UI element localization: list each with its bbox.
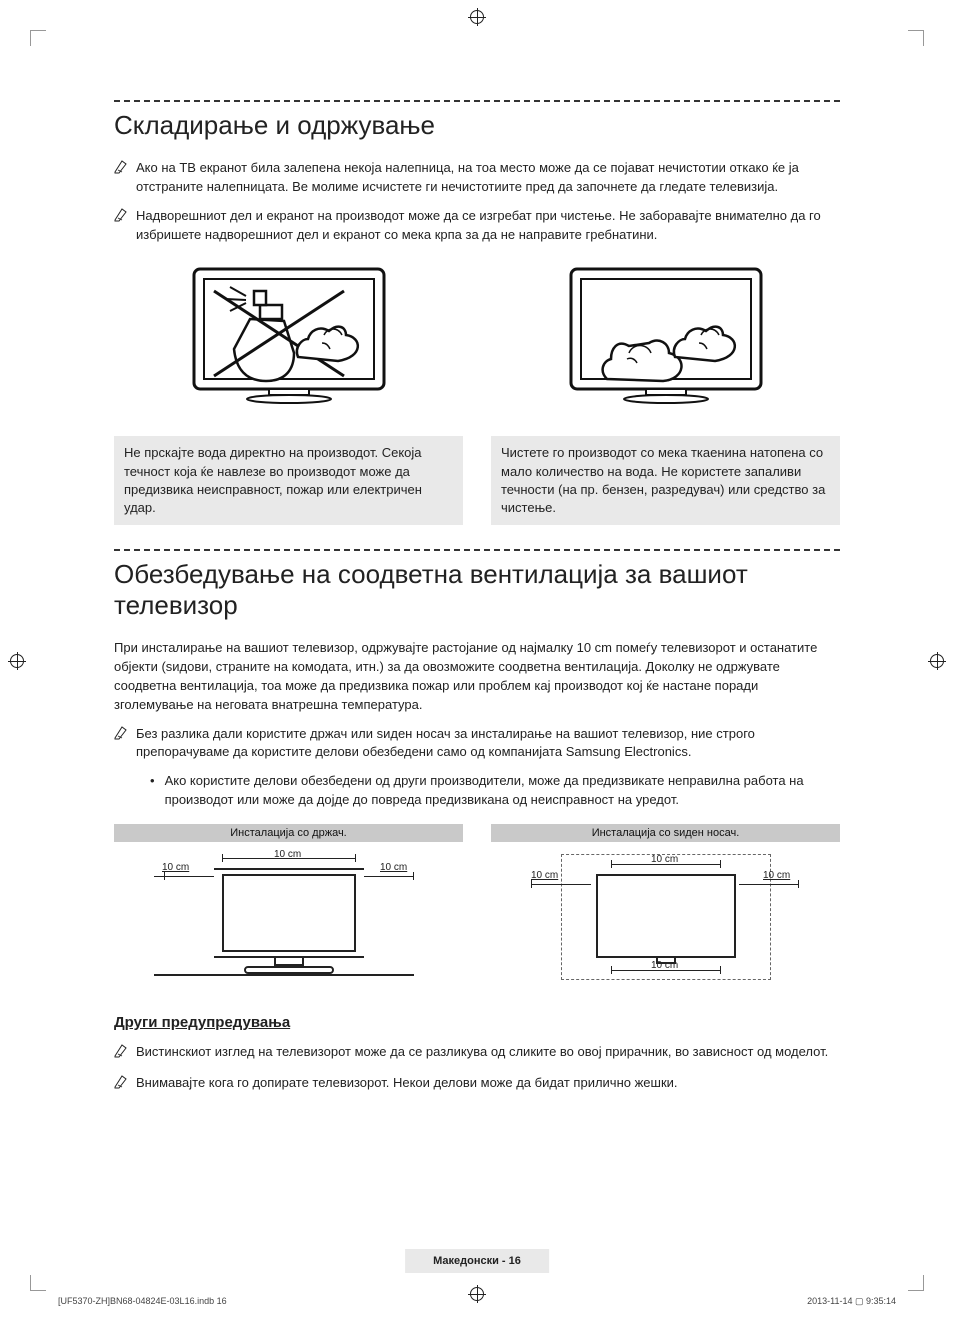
registration-mark-left <box>8 652 26 670</box>
page-number-footer: Македонски - 16 <box>405 1249 549 1273</box>
label-10cm: 10 cm <box>651 960 678 971</box>
bullet-item: Вистинскиот изглед на телевизорот може д… <box>114 1043 840 1064</box>
label-10cm: 10 cm <box>162 862 189 873</box>
label-10cm: 10 cm <box>380 862 407 873</box>
bullet-item: Внимавајте кога го допирате телевизорот.… <box>114 1074 840 1095</box>
note-icon <box>114 1044 128 1064</box>
bullet-dot: • <box>150 772 155 810</box>
installation-diagrams: Инсталација со држач. 10 cm 10 cm 10 cm <box>114 824 840 992</box>
crop-mark-br <box>908 1275 924 1291</box>
label-10cm: 10 cm <box>531 870 558 881</box>
figure-spray-tv <box>114 258 463 424</box>
registration-mark-right <box>928 652 946 670</box>
diagram-wall: 10 cm 10 cm 10 cm 10 cm <box>491 844 840 992</box>
bullet-text: Ако на ТВ екранот била залепена некоја н… <box>136 159 840 197</box>
bullet-text: Внимавајте кога го допирате телевизорот.… <box>136 1074 678 1095</box>
bullet-text: Без разлика дали користите држач или ѕид… <box>136 725 840 763</box>
label-10cm: 10 cm <box>763 870 790 881</box>
bullet-item: Без разлика дали користите држач или ѕид… <box>114 725 840 763</box>
print-timestamp: 2013-11-14 ▢ 9:35:14 <box>807 1296 896 1307</box>
bullet-text: Надворешниот дел и екранот на производот… <box>136 207 840 245</box>
label-10cm: 10 cm <box>274 849 301 860</box>
section-title-ventilation: Обезбедување на соодветна вентилација за… <box>114 559 840 621</box>
sub-bullet-text: Ако користите делови обезбедени од други… <box>165 772 840 810</box>
diagram-stand: 10 cm 10 cm 10 cm <box>114 844 463 992</box>
bullet-text: Вистинскиот изглед на телевизорот може д… <box>136 1043 828 1064</box>
figure-caption-right: Чистете го производот со мека ткаенина н… <box>491 436 840 525</box>
crop-mark-tl <box>30 30 46 46</box>
install-header-stand: Инсталација со држач. <box>114 824 463 842</box>
label-10cm: 10 cm <box>651 854 678 865</box>
storage-bullets: Ако на ТВ екранот била залепена некоја н… <box>114 159 840 244</box>
note-icon <box>114 1075 128 1095</box>
print-file-name: [UF5370-ZH]BN68-04824E-03L16.indb 16 <box>58 1296 227 1307</box>
other-warnings-heading: Други предупредувања <box>114 1014 840 1031</box>
figure-caption-left: Не прскајте вода директно на производот.… <box>114 436 463 525</box>
note-icon <box>114 208 128 245</box>
ventilation-intro: При инсталирање на вашиот телевизор, одр… <box>114 639 840 714</box>
bullet-item: Надворешниот дел и екранот на производот… <box>114 207 840 245</box>
install-header-wall: Инсталација со ѕиден носач. <box>491 824 840 842</box>
section-divider <box>114 100 840 102</box>
crop-mark-bl <box>30 1275 46 1291</box>
section-divider <box>114 549 840 551</box>
print-job-footer: [UF5370-ZH]BN68-04824E-03L16.indb 16 201… <box>58 1296 896 1307</box>
bullet-item: Ако на ТВ екранот била залепена некоја н… <box>114 159 840 197</box>
sub-bullet-item: • Ако користите делови обезбедени од дру… <box>150 772 840 810</box>
note-icon <box>114 726 128 763</box>
registration-mark-top <box>468 8 486 26</box>
cleaning-figures: Не прскајте вода директно на производот.… <box>114 258 840 525</box>
document-body: Складирање и одржување Ако на ТВ екранот… <box>114 100 840 1095</box>
figure-wipe-tv <box>491 258 840 424</box>
note-icon <box>114 160 128 197</box>
section-title-storage: Складирање и одржување <box>114 110 840 141</box>
crop-mark-tr <box>908 30 924 46</box>
other-warnings-list: Вистинскиот изглед на телевизорот може д… <box>114 1043 840 1095</box>
